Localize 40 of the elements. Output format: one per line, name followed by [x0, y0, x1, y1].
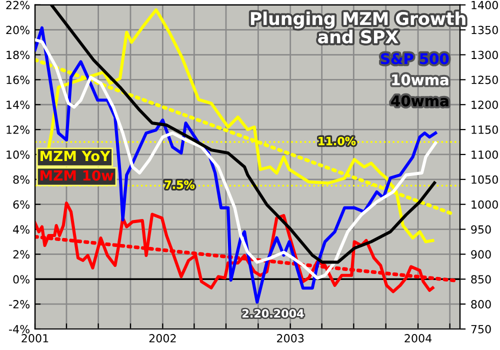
y2-tick-label: 1350: [472, 26, 498, 34]
y-tick-label: 2%: [13, 250, 30, 259]
ref-line-label: 11.0%: [318, 136, 356, 146]
y-tick-label: 8%: [13, 175, 30, 184]
y2-tick-label: 1100: [472, 150, 498, 159]
y-tick-label: 14%: [6, 100, 30, 109]
annotation: 2.20.2004: [242, 309, 304, 318]
y2-tick-label: 1400: [472, 0, 498, 10]
x-tick-label: 2003: [277, 334, 304, 342]
y-tick-label: 10%: [6, 150, 30, 159]
series-label: MZM YoY: [40, 150, 110, 162]
y2-tick-label: 1050: [472, 175, 498, 184]
x-tick-label: 2002: [149, 334, 176, 342]
y-tick-label: 4%: [13, 225, 30, 234]
y-tick-label: 22%: [6, 0, 30, 10]
y2-tick-label: 1000: [472, 200, 498, 209]
y-tick-label: 20%: [6, 26, 30, 34]
y2-tick-label: 1200: [472, 100, 498, 109]
text: MZM 10w: [40, 170, 114, 181]
ref-line-label: 7.5%: [164, 180, 195, 189]
text: 10wma: [392, 74, 448, 86]
y-tick-label: -2%: [9, 300, 30, 308]
y2-tick-label: 900: [471, 250, 491, 259]
y2-tick-label: 750: [471, 324, 491, 334]
text: 40wma: [391, 95, 448, 106]
text: S&P 500: [380, 53, 449, 64]
x-tick-label: 2004: [404, 334, 432, 342]
y-tick-label: -4%: [9, 324, 30, 334]
y2-tick-label: 800: [471, 300, 491, 308]
y-tick-label: 16%: [6, 76, 30, 84]
y2-tick-label: 1250: [472, 76, 498, 84]
y-tick-label: 12%: [6, 126, 30, 134]
y-tick-label: 6%: [13, 200, 30, 209]
y2-tick-label: 1300: [472, 50, 498, 60]
y2-tick-label: 1150: [472, 126, 498, 134]
y2-tick-label: 950: [471, 225, 491, 234]
y-tick-label: 0%: [13, 275, 30, 284]
x-tick-label: 2001: [22, 334, 48, 342]
y-tick-label: 18%: [6, 50, 30, 60]
y2-tick-label: 850: [471, 275, 491, 284]
